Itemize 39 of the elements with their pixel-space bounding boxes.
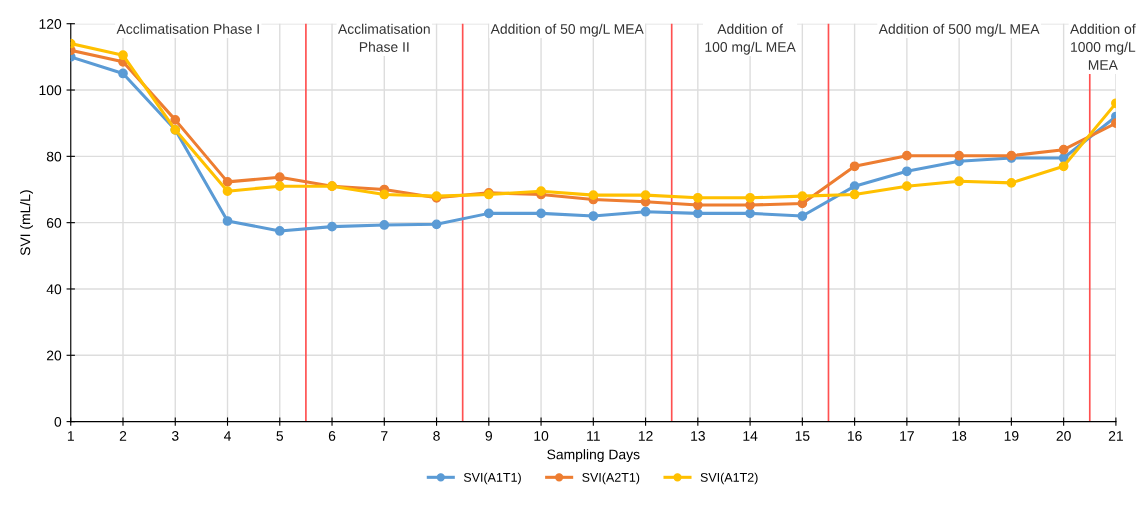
x-tick-label: 16 <box>847 430 862 441</box>
y-tick-label: 100 <box>39 85 62 96</box>
legend-label: SVI(A1T1) <box>463 472 521 485</box>
annotation: Addition of 50 mg/L MEA <box>490 23 644 37</box>
y-tick-label: 0 <box>54 416 62 427</box>
x-tick-label: 6 <box>328 430 336 441</box>
x-tick-label: 12 <box>638 430 653 441</box>
y-tick-label: 60 <box>46 217 62 228</box>
x-tick-label: 13 <box>691 430 705 441</box>
y-tick-label: 20 <box>46 350 62 361</box>
x-tick-label: 10 <box>534 430 549 441</box>
annotation: Addition of 500 mg/L MEA <box>878 23 1040 37</box>
y-axis-title: SVI (mL/L) <box>20 190 33 256</box>
x-tick-label: 7 <box>381 431 388 441</box>
x-tick-label: 9 <box>485 430 493 441</box>
x-tick-label: 21 <box>1108 430 1123 441</box>
annotation: Addition of 1000 mg/L MEA <box>1070 23 1136 70</box>
x-axis-title: Sampling Days <box>547 449 640 463</box>
annotation: Acclimatisation Phase I <box>116 23 259 34</box>
x-tick-label: 3 <box>171 430 179 441</box>
annotation: Acclimatisation Phase II <box>338 23 430 52</box>
x-tick-label: 5 <box>276 431 284 441</box>
x-tick-label: 1 <box>67 431 74 441</box>
legend-label: SVI(A2T1) <box>582 472 640 485</box>
x-tick-label: 2 <box>119 430 127 441</box>
x-tick-label: 14 <box>743 431 758 441</box>
annotation: Addition of 100 mg/L MEA <box>705 23 796 55</box>
x-tick-label: 8 <box>433 430 440 441</box>
x-tick-label: 11 <box>587 431 600 441</box>
x-tick-label: 20 <box>1056 430 1071 441</box>
x-tick-label: 19 <box>1004 430 1019 441</box>
x-tick-label: 15 <box>795 431 810 441</box>
x-tick-label: 17 <box>900 431 914 441</box>
x-tick-label: 18 <box>952 430 967 441</box>
x-tick-label: 4 <box>223 431 231 441</box>
y-tick-label: 80 <box>46 151 62 162</box>
legend-label: SVI(A1T2) <box>700 472 758 485</box>
y-tick-label: 120 <box>39 19 62 29</box>
y-tick-label: 40 <box>46 284 62 295</box>
